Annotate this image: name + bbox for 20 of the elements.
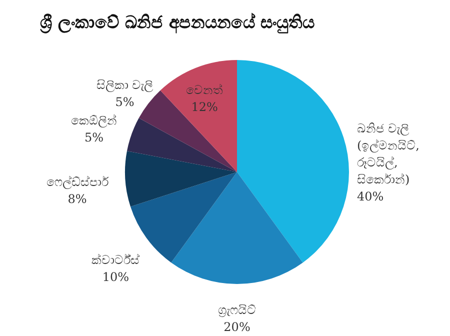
slice-label: ග්‍රැෆයිට් — [218, 303, 256, 317]
slice-label: ෆෙල්ඩ්ස්පාර් — [46, 175, 110, 190]
slice-label: වෙනත් — [186, 83, 224, 98]
slice-label: ඛනිජ වැලි (ඉල්මනයිට්, රූටයිල්, සිර්කොන්) — [357, 122, 420, 187]
pie-slice — [160, 60, 237, 172]
slice-label: සිලිකා වැලි — [96, 78, 154, 93]
data-label: 5% — [84, 130, 104, 145]
data-label: 12% — [191, 100, 218, 114]
pie-slice — [125, 151, 237, 207]
pie-slice — [171, 172, 303, 284]
data-label: 5% — [115, 94, 134, 109]
pie-slice — [126, 118, 237, 172]
data-label: 20% — [224, 320, 250, 334]
data-label: 10% — [102, 270, 129, 284]
slice-label: ක්වාර්ට්ස් — [92, 253, 140, 268]
data-label: 40% — [357, 190, 384, 204]
chart-title: ශ්‍රී ලංකාවේ ඛනිජ අපනයනයේ සංයුතිය — [40, 12, 315, 34]
slice-label: කෙඕලින් — [70, 114, 117, 129]
pie-slice — [237, 60, 349, 263]
data-label: 8% — [68, 192, 87, 206]
